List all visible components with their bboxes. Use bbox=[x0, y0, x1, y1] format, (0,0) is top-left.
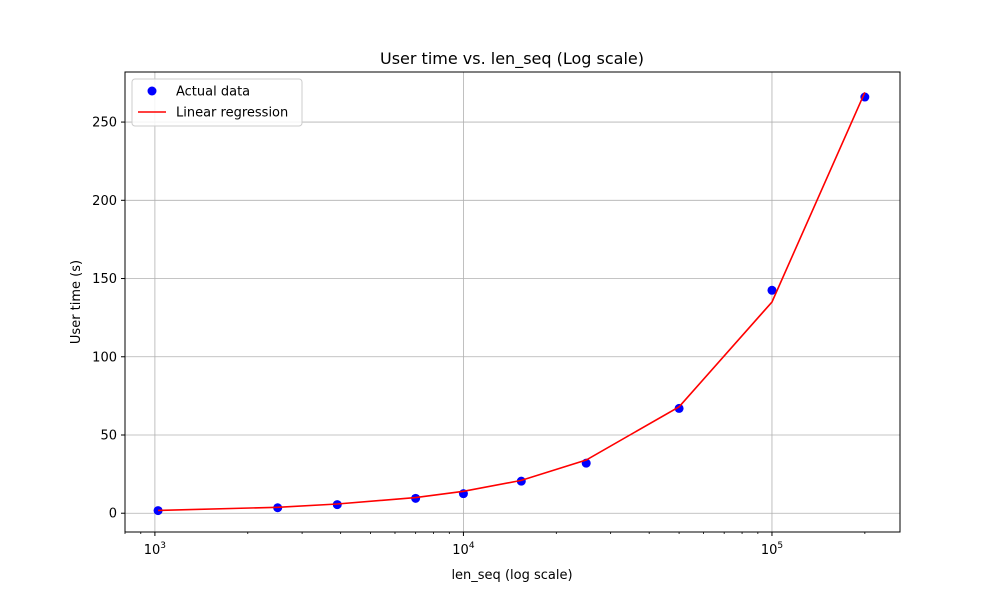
x-tick-base: 10 bbox=[761, 543, 778, 558]
regression-line bbox=[158, 92, 866, 512]
y-tick-label: 150 bbox=[92, 272, 117, 287]
data-point bbox=[767, 285, 777, 295]
y-tick-label: 50 bbox=[100, 428, 117, 443]
x-tick-exponent: 5 bbox=[777, 541, 783, 551]
x-tick-label: 103 bbox=[144, 541, 166, 558]
y-tick-label: 250 bbox=[92, 116, 117, 131]
x-tick-exponent: 4 bbox=[469, 541, 475, 551]
y-tick-label: 100 bbox=[92, 350, 117, 365]
y-axis: 0 50 100 150 200 250 bbox=[92, 116, 125, 522]
x-tick-exponent: 3 bbox=[160, 541, 166, 551]
x-tick-label: 105 bbox=[761, 541, 783, 558]
legend-label: Linear regression bbox=[176, 106, 288, 121]
chart-title: User time vs. len_seq (Log scale) bbox=[380, 49, 644, 69]
plot-frame bbox=[124, 71, 901, 533]
plot-series bbox=[153, 92, 870, 516]
x-tick-base: 10 bbox=[144, 543, 161, 558]
data-point bbox=[153, 506, 163, 516]
data-point bbox=[674, 403, 684, 413]
y-axis-label: User time (s) bbox=[69, 260, 84, 344]
legend-box bbox=[131, 78, 303, 127]
y-tick-label: 0 bbox=[109, 507, 117, 522]
y-tick-label: 200 bbox=[92, 194, 117, 209]
legend-label: Actual data bbox=[176, 85, 250, 100]
x-tick-label: 104 bbox=[452, 541, 475, 558]
x-axis: 103 104 105 bbox=[124, 532, 866, 558]
legend-marker-scatter bbox=[147, 86, 157, 96]
legend: Actual data Linear regression bbox=[131, 78, 303, 127]
x-tick-base: 10 bbox=[452, 543, 469, 558]
x-axis-label: len_seq (log scale) bbox=[451, 568, 572, 583]
